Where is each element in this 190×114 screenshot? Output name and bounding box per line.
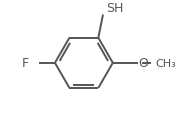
Text: O: O (138, 57, 148, 70)
Text: CH₃: CH₃ (155, 58, 176, 68)
Text: F: F (22, 57, 29, 70)
Text: SH: SH (106, 2, 124, 15)
